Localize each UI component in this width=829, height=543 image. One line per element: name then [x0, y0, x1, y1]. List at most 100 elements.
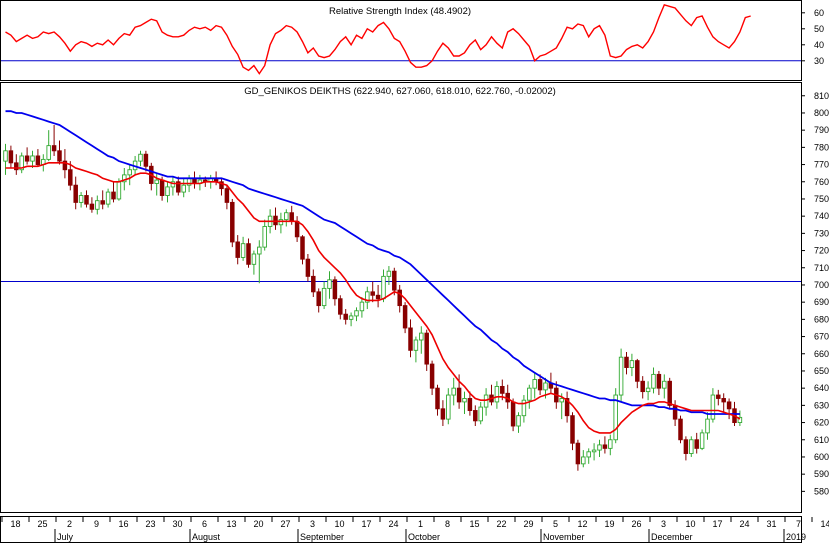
candle	[3, 143, 8, 175]
candle	[370, 281, 375, 303]
candle	[613, 388, 618, 444]
price-y-tick-label: 580	[814, 486, 829, 496]
candle-body	[100, 200, 105, 205]
candle-body	[462, 398, 467, 403]
candle	[575, 439, 581, 471]
candle-body	[46, 145, 51, 160]
candle-body	[3, 150, 8, 162]
candle-body	[14, 162, 19, 171]
x-day-label: 15	[469, 519, 479, 529]
candle	[532, 372, 537, 399]
x-day-label: 5	[553, 519, 558, 529]
candle	[656, 370, 662, 396]
candle-body	[608, 439, 613, 449]
price-y-tick-label: 630	[814, 400, 829, 410]
candle	[24, 147, 30, 165]
candle-body	[581, 456, 586, 465]
candle	[89, 197, 95, 213]
candle-body	[570, 415, 575, 444]
candle-body	[483, 394, 489, 408]
candle-body	[321, 287, 327, 307]
candle-body	[219, 181, 224, 190]
candle-body	[116, 181, 122, 200]
price-y-tick-label: 590	[814, 469, 829, 479]
candle	[278, 212, 284, 234]
candle-body	[667, 380, 672, 406]
x-day-label: 14	[820, 519, 829, 529]
candle	[510, 398, 516, 432]
candle	[294, 216, 300, 242]
price-y-tick-label: 710	[814, 263, 829, 273]
candle	[699, 429, 705, 451]
candle-body	[424, 332, 429, 365]
price-y-tick-label: 750	[814, 194, 829, 204]
candle	[710, 388, 716, 423]
x-day-label: 24	[388, 519, 398, 529]
rsi-plot-frame	[0, 0, 802, 81]
x-day-label: 7	[796, 519, 801, 529]
candle-body	[537, 379, 543, 391]
candle-body	[624, 356, 629, 368]
candle	[597, 439, 602, 457]
candle-body	[591, 449, 597, 453]
candle-body	[635, 360, 640, 382]
candle-body	[311, 275, 316, 293]
candle	[181, 178, 186, 198]
candle-body	[640, 380, 645, 393]
candle	[424, 329, 429, 371]
candle	[413, 336, 419, 363]
candle-body	[419, 332, 424, 341]
x-day-label: 26	[631, 519, 641, 529]
candle-body	[375, 294, 381, 300]
candle-body	[527, 387, 532, 401]
candle-body	[467, 398, 473, 411]
candle-body	[154, 179, 159, 184]
candle-body	[332, 279, 338, 300]
candle	[154, 173, 159, 196]
price-y-tick-label: 780	[814, 142, 829, 152]
candle	[435, 384, 440, 416]
date-x-axis: 18 25 2 9 16 23 30 6 13 20 27 3 10 17 24 1 8 15 22 29 5 12 19 2…	[0, 516, 829, 543]
candle-body	[62, 160, 68, 171]
x-day-label: 3	[661, 519, 666, 529]
candle	[78, 192, 84, 208]
x-day-label: 3	[310, 519, 315, 529]
candle-body	[262, 226, 267, 248]
candle-body	[316, 291, 321, 307]
candle	[327, 271, 332, 299]
candle	[354, 307, 359, 322]
candle	[348, 312, 354, 327]
candle-body	[78, 195, 84, 203]
x-month-label: September	[300, 532, 344, 542]
candle-body	[446, 394, 451, 420]
candle-body	[473, 410, 478, 422]
candle	[138, 150, 143, 167]
candle	[618, 348, 624, 402]
candle-body	[354, 310, 359, 317]
candle	[14, 154, 19, 175]
x-day-label: 1	[418, 519, 423, 529]
candle	[84, 190, 89, 208]
candle-body	[408, 327, 413, 351]
candle-body	[532, 379, 537, 389]
candle-body	[251, 253, 257, 265]
candle-body	[348, 315, 354, 320]
candle-body	[57, 150, 62, 162]
candle-body	[95, 200, 100, 210]
candle	[694, 432, 699, 454]
candle	[170, 176, 176, 196]
candle-body	[543, 382, 548, 391]
candle-body	[451, 387, 456, 396]
candle	[537, 374, 543, 396]
candle	[645, 381, 651, 401]
x-day-label: 10	[685, 519, 695, 529]
candle-body	[359, 301, 365, 312]
candle	[527, 384, 532, 409]
x-day-label: 24	[739, 519, 749, 529]
candle	[262, 219, 267, 251]
x-day-label: 18	[10, 519, 20, 529]
candle-body	[159, 179, 165, 196]
candle-body	[429, 363, 435, 389]
candle	[440, 400, 446, 426]
candle-body	[716, 394, 721, 399]
